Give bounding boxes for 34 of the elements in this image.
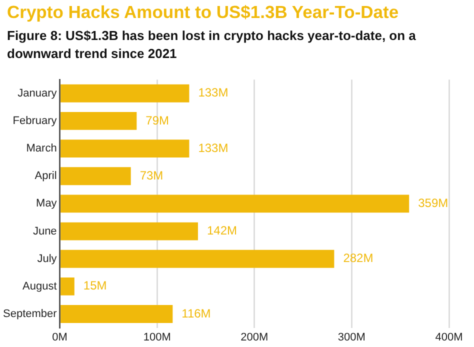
data-label: 133M	[198, 86, 228, 100]
bar	[60, 277, 74, 296]
bar	[60, 140, 190, 158]
y-tick-label: April	[34, 170, 57, 182]
bar	[60, 222, 198, 240]
x-tick-label: 400M	[435, 331, 463, 344]
y-tick-label: February	[12, 115, 58, 127]
y-tick-label: September	[2, 308, 58, 320]
data-label: 116M	[182, 306, 211, 320]
data-label: 133M	[198, 140, 228, 155]
x-tick-label: 300M	[338, 331, 366, 344]
x-tick-label: 200M	[240, 331, 268, 344]
bar	[60, 305, 173, 323]
chart-subtitle: Figure 8: US$1.3B has been lost in crypto hacks year-to-date, on a downward trend since 2021	[7, 27, 417, 63]
bar	[60, 194, 410, 213]
x-tick-label: 0M	[52, 331, 68, 344]
y-tick-label: May	[36, 198, 58, 210]
bar	[60, 167, 131, 186]
y-tick-label: January	[18, 87, 58, 100]
data-label: 79M	[146, 113, 170, 128]
data-label: 142M	[206, 224, 237, 238]
y-tick-label: August	[22, 280, 57, 292]
bar	[60, 112, 137, 130]
data-label: 282M	[343, 251, 374, 266]
data-label: 15M	[83, 278, 107, 293]
x-tick-label: 100M	[143, 331, 171, 344]
chart-title: Crypto Hacks Amount to US$1.3B Year-To-Date	[7, 2, 399, 23]
data-label: 359M	[418, 196, 448, 210]
bar	[60, 84, 190, 102]
data-label: 73M	[140, 168, 164, 182]
bar	[60, 250, 334, 268]
y-tick-label: July	[37, 252, 58, 265]
y-tick-label: March	[26, 142, 57, 155]
y-tick-label: June	[32, 225, 57, 238]
